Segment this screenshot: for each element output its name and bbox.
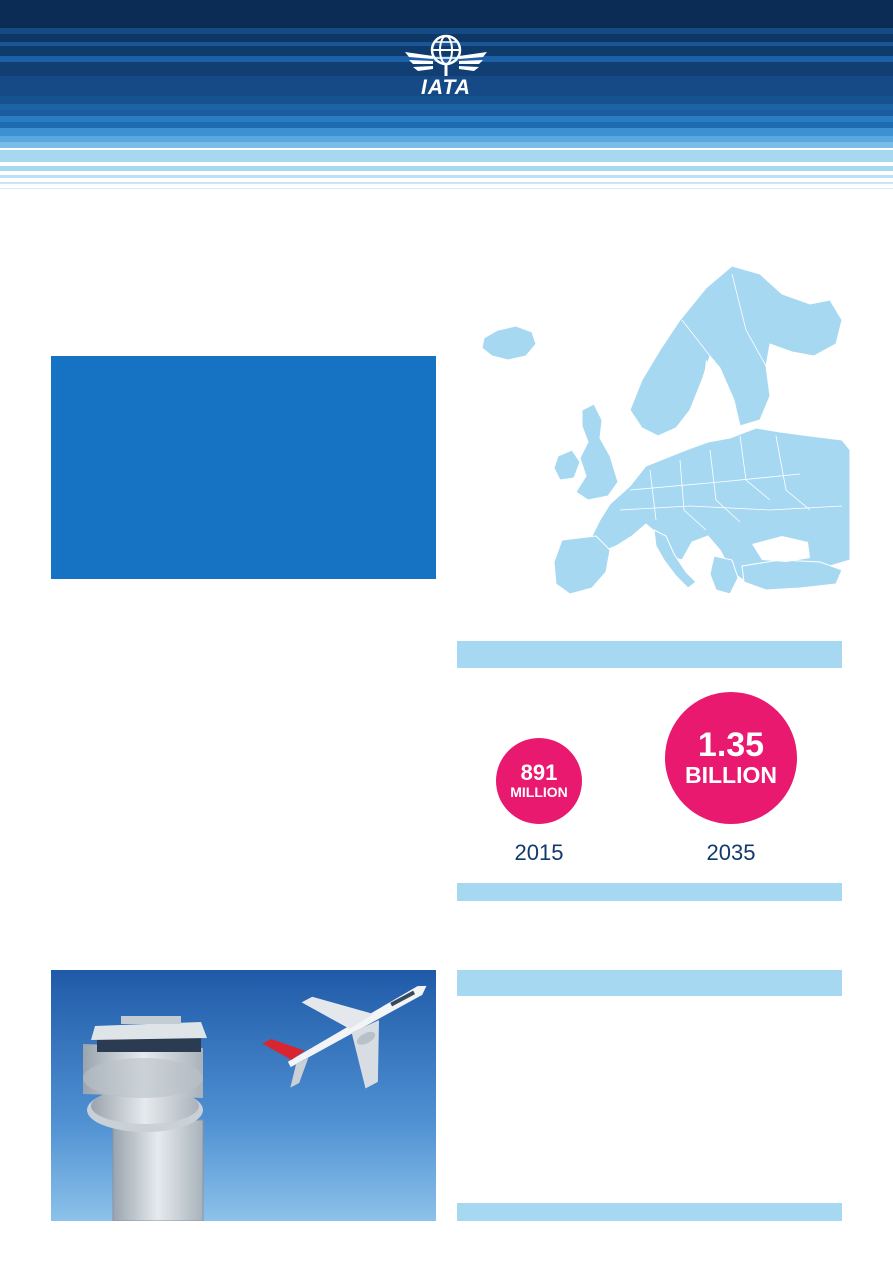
- stat-year-label: 2035: [706, 840, 756, 865]
- header-stripe: [0, 122, 893, 128]
- header-banner: IATA: [0, 0, 893, 192]
- stat-value: 891: [520, 760, 558, 785]
- iata-logo: IATA: [399, 32, 493, 99]
- stat-circle-2035: 1.35 BILLION: [665, 692, 797, 824]
- header-stripe: [0, 96, 893, 104]
- header-stripe: [0, 182, 893, 184]
- section-band-bottom: [457, 1203, 842, 1221]
- header-stripe: [0, 34, 893, 42]
- stat-unit: BILLION: [685, 762, 777, 788]
- header-stripe: [0, 56, 893, 62]
- europe-map-icon: [481, 265, 850, 595]
- header-stripe: [0, 116, 893, 122]
- header-stripe: [0, 28, 893, 34]
- header-stripe: [0, 42, 893, 46]
- header-stripe: [0, 0, 893, 28]
- header-stripe: [0, 188, 893, 189]
- header-stripe: [0, 104, 893, 110]
- stat-value: 1.35: [697, 726, 765, 764]
- header-stripe: [0, 136, 893, 142]
- header-stripe: [0, 166, 893, 171]
- logo-wordmark: IATA: [421, 76, 471, 99]
- header-stripe: [0, 150, 893, 162]
- section-band-bottom: [457, 883, 842, 901]
- control-tower-airplane-image: [51, 970, 436, 1221]
- section-band-top: [457, 970, 842, 996]
- header-stripe: [0, 175, 893, 178]
- header-stripe: [0, 128, 893, 136]
- stat-circle-2015: 891 MILLION: [496, 738, 582, 824]
- globe-wings-icon: [405, 34, 487, 76]
- section-band-top: [457, 641, 842, 668]
- blue-info-panel: [51, 356, 436, 579]
- stat-year-label: 2015: [514, 840, 564, 865]
- stat-unit: MILLION: [510, 784, 568, 800]
- header-stripe: [0, 110, 893, 116]
- header-stripe: [0, 142, 893, 148]
- header-stripe: [0, 76, 893, 96]
